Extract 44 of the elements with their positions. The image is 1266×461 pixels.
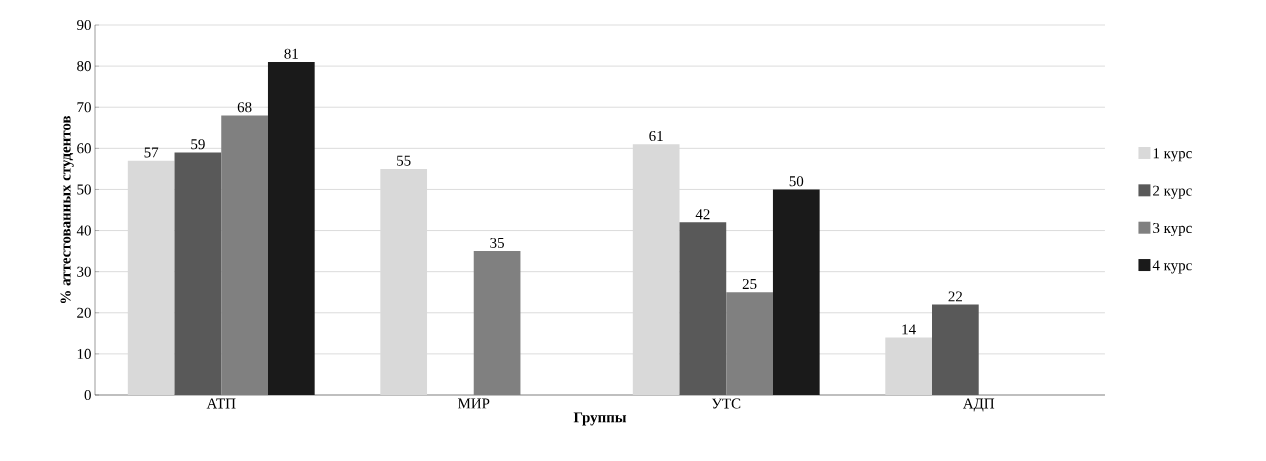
legend-label: 2 курс: [1153, 185, 1192, 199]
x-tick-label: АТП: [206, 398, 236, 409]
bar: [932, 304, 979, 395]
y-tick-label: 60: [77, 143, 91, 154]
legend-label: 4 курс: [1152, 260, 1192, 274]
x-tick-label: МИР: [457, 398, 490, 409]
bar: [679, 222, 727, 395]
bar: [632, 144, 680, 395]
x-tick-label: УТС: [711, 398, 741, 409]
y-tick-label: 30: [77, 266, 91, 277]
y-tick-label: 90: [77, 19, 91, 31]
y-tick-label: 70: [77, 102, 91, 113]
data-label: 42: [695, 209, 710, 220]
bar: [127, 160, 175, 395]
y-axis-title: % аттестованных студентов: [60, 115, 74, 304]
bar: [380, 168, 428, 395]
data-label: 81: [284, 48, 298, 59]
data-label: 59: [191, 139, 205, 150]
data-label: 50: [789, 176, 804, 187]
bar: [772, 189, 820, 395]
bar: [726, 292, 773, 395]
data-label: 22: [948, 291, 962, 302]
data-label: 55: [397, 155, 411, 166]
data-label: 68: [237, 102, 252, 113]
y-tick-label: 40: [76, 225, 91, 236]
y-tick-label: 0: [84, 389, 91, 401]
y-tick-label: 20: [77, 307, 91, 318]
bar: [221, 115, 268, 395]
bar: [885, 337, 932, 395]
bar: [473, 251, 521, 395]
x-axis-title: Группы: [573, 412, 627, 426]
y-tick-label: 80: [77, 61, 91, 72]
y-tick-label: 10: [77, 348, 91, 359]
data-label: 57: [144, 147, 159, 158]
y-tick-label: 50: [77, 184, 91, 195]
bar: [174, 152, 222, 395]
legend-label: 3 курс: [1153, 223, 1192, 237]
data-label: 25: [742, 278, 757, 290]
data-label: 14: [902, 324, 916, 335]
x-tick-label: АДП: [962, 398, 995, 412]
data-label: 35: [490, 237, 504, 248]
data-label: 61: [649, 130, 663, 142]
bar: [267, 62, 315, 395]
legend-label: 1 курс: [1153, 148, 1192, 162]
